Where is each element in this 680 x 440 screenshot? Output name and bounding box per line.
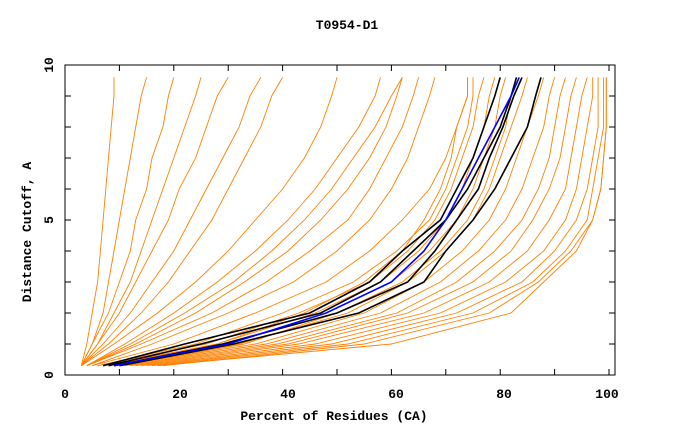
model-curve [80,77,262,367]
model-curve [130,77,566,367]
x-tick-label: 0 [61,387,69,402]
x-tick-label: 40 [280,387,296,402]
model-curve [146,77,594,367]
model-curve [86,77,381,367]
y-tick-label: 5 [42,216,57,224]
chart-title: T0954-D1 [316,18,379,33]
model-curve [92,77,436,367]
model-curve [92,77,469,367]
model-curve [119,77,517,367]
x-axis-label: Percent of Residues (CA) [240,409,427,424]
axis-ticks [65,65,615,375]
model-curve [135,77,577,367]
model-curve [86,77,403,367]
model-curve [141,77,588,367]
model-curve [86,77,420,367]
x-tick-label: 80 [496,387,512,402]
model-curve [80,77,229,366]
curves-layer [80,77,607,367]
model-curve [108,77,469,367]
model-curve [157,77,607,367]
x-tick-label: 60 [388,387,404,402]
x-tick-label: 20 [172,387,188,402]
model-curve [81,77,283,367]
model-curve [151,77,599,367]
model-curve [119,77,545,367]
model-curve [97,77,474,367]
y-tick-label: 0 [42,371,57,379]
model-curve [80,77,115,366]
selected-curve [113,77,520,367]
highlight-curve [119,77,542,367]
x-tick-label: 100 [595,387,619,402]
highlight-curve [102,77,501,367]
y-axis-label: Distance Cutoff, A [20,162,35,303]
model-curve [157,77,605,367]
model-curve [86,77,403,367]
model-curve [80,77,175,366]
model-curve [97,77,485,367]
model-curve [124,77,556,367]
highlight-curve [113,77,523,367]
model-curve [81,77,338,367]
model-curve [80,77,202,366]
y-tick-label: 10 [42,57,57,73]
model-curve [80,77,148,366]
